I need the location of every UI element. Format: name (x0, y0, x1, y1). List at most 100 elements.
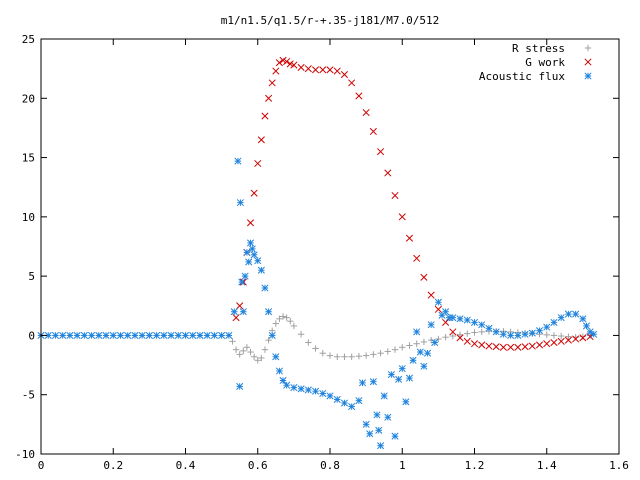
data-point (384, 348, 391, 355)
data-point (232, 346, 240, 353)
data-point (449, 314, 457, 322)
legend-label: G work (525, 56, 565, 69)
x-tick-label: 1.2 (465, 459, 485, 472)
data-point (420, 273, 428, 281)
data-point (319, 66, 327, 74)
data-point (268, 331, 276, 339)
data-point (405, 374, 414, 382)
data-point (398, 213, 406, 221)
data-point (257, 136, 265, 144)
data-point (377, 350, 384, 357)
data-point (319, 350, 326, 357)
data-point (442, 334, 449, 341)
data-point (402, 398, 410, 406)
data-point (196, 331, 204, 339)
data-point (236, 199, 244, 207)
data-point (449, 332, 457, 340)
data-point (311, 387, 320, 395)
x-tick-label: 1 (399, 459, 406, 472)
legend-label: R stress (512, 42, 565, 55)
legend-marker (584, 58, 592, 66)
data-point (543, 340, 551, 348)
data-point (279, 376, 287, 385)
data-point (254, 257, 262, 265)
data-point (261, 112, 269, 120)
series-r-stress (229, 313, 594, 364)
data-point (283, 381, 291, 389)
y-tick-label: 25 (22, 33, 35, 46)
data-point (203, 331, 211, 339)
data-point (427, 336, 435, 344)
data-point (124, 331, 132, 339)
data-point (399, 344, 406, 351)
data-point (341, 353, 348, 360)
data-point (283, 57, 291, 66)
y-tick-label: 10 (22, 211, 35, 224)
legend-label: Acoustic flux (479, 70, 565, 83)
data-point (80, 331, 88, 339)
data-point (478, 328, 485, 336)
data-point (456, 315, 464, 323)
data-point (138, 331, 146, 339)
data-point (326, 352, 334, 359)
data-point (427, 321, 435, 329)
data-point (265, 94, 273, 102)
data-point (167, 331, 175, 339)
data-point (305, 339, 312, 346)
data-point (232, 314, 240, 322)
plot-area (37, 56, 598, 450)
data-point (153, 331, 161, 339)
data-point (210, 331, 218, 339)
data-point (189, 331, 197, 339)
data-point (471, 329, 478, 336)
data-point (304, 65, 312, 73)
data-point (456, 331, 464, 339)
data-point (565, 333, 572, 340)
data-point (283, 314, 290, 321)
data-point (564, 310, 572, 318)
data-point (435, 335, 442, 343)
data-point (543, 323, 551, 331)
data-point (369, 378, 377, 386)
data-point (377, 442, 385, 450)
data-point (312, 345, 319, 352)
data-point (507, 343, 515, 351)
data-point (311, 66, 320, 74)
data-point (51, 331, 60, 339)
data-point (377, 148, 385, 156)
data-point (557, 314, 565, 322)
data-point (348, 79, 356, 87)
data-point (59, 331, 67, 339)
y-tick-label: 15 (22, 152, 35, 165)
x-tick-label: 0.2 (103, 459, 123, 472)
data-point (499, 343, 507, 351)
data-point (464, 330, 471, 337)
data-point (543, 331, 550, 339)
data-point (348, 353, 355, 360)
data-point (246, 219, 255, 227)
data-point (420, 338, 428, 346)
y-tick-label: 5 (28, 270, 35, 283)
data-point (485, 324, 493, 332)
series-acoustic-flux (37, 157, 598, 450)
data-point (290, 322, 298, 330)
data-point (240, 347, 247, 355)
data-point (348, 403, 356, 411)
data-point (276, 315, 283, 323)
data-point (499, 330, 507, 338)
data-point (449, 328, 457, 336)
data-point (238, 278, 246, 286)
data-point (272, 67, 280, 75)
data-point (366, 430, 374, 438)
data-point (521, 330, 529, 338)
x-tick-label: 1.4 (537, 459, 557, 472)
data-point (535, 327, 544, 335)
data-point (384, 169, 392, 177)
chart-title: m1/n1.5/q1.5/r-+.35-j181/M7.0/512 (221, 14, 440, 27)
data-point (268, 79, 276, 87)
data-point (380, 392, 388, 400)
data-point (463, 316, 471, 324)
data-point (225, 331, 233, 339)
data-point (375, 426, 383, 434)
